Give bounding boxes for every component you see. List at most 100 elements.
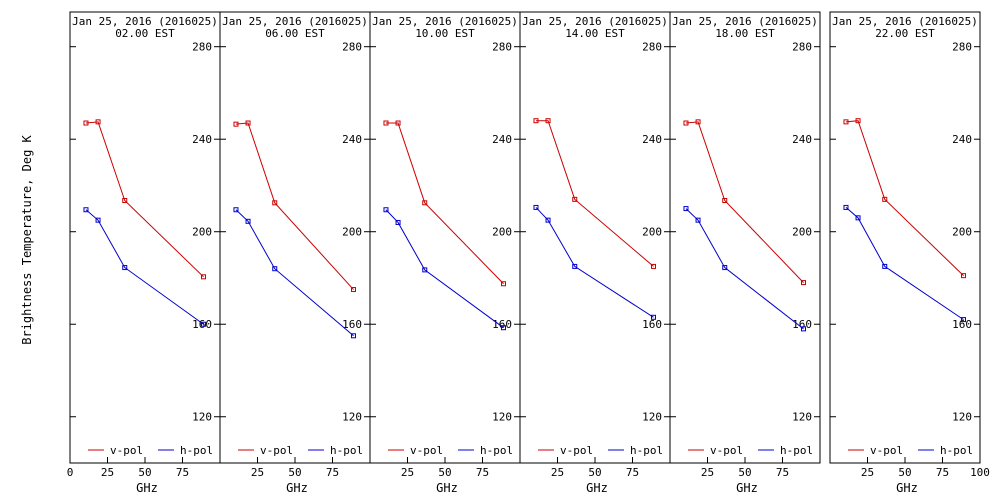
legend-label-v-pol: v-pol [410, 444, 443, 457]
legend-label-h-pol: h-pol [940, 444, 973, 457]
data-point-v-pol [695, 119, 701, 125]
legend-label-h-pol: h-pol [180, 444, 213, 457]
y-tick-label: 120 [492, 411, 512, 424]
data-point-h-pol [245, 218, 251, 224]
y-tick-label: 160 [492, 318, 512, 331]
y-tick-label: 120 [642, 411, 662, 424]
legend-label-v-pol: v-pol [710, 444, 743, 457]
data-point-h-pol [801, 326, 806, 332]
panel-3: Jan 25, 2016 (2016025)10.00 EST 120 160 200… [369, 11, 521, 495]
series-line-v-pol [385, 122, 504, 285]
series-line-v-pol [85, 121, 204, 278]
series-line-v-pol [535, 120, 654, 267]
data-point-v-pol [233, 121, 239, 127]
x-tick-label: 50 [288, 466, 301, 479]
y-tick-label: 280 [192, 41, 212, 54]
data-point-v-pol [882, 196, 888, 202]
data-point-h-pol [501, 325, 506, 331]
data-point-h-pol [351, 333, 356, 339]
y-tick-label: 200 [642, 226, 662, 239]
x-tick-label: 50 [138, 466, 151, 479]
data-point-v-pol [545, 118, 551, 124]
x-axis-label: GHz [436, 481, 458, 495]
data-point-v-pol [683, 120, 689, 126]
series-line-h-pol [385, 209, 504, 329]
y-tick-label: 280 [642, 41, 662, 54]
x-tick-label: 25 [251, 466, 264, 479]
y-tick-label: 160 [642, 318, 662, 331]
x-tick-label: 0 [67, 466, 74, 479]
y-tick-label: 200 [792, 226, 812, 239]
x-tick-label: 25 [401, 466, 414, 479]
panel-subtitle: 10.00 EST [415, 27, 475, 40]
x-tick-label: 75 [176, 466, 189, 479]
x-tick-label: 25 [861, 466, 874, 479]
data-point-v-pol [351, 287, 356, 293]
legend-label-h-pol: h-pol [330, 444, 363, 457]
data-point-h-pol [683, 206, 689, 212]
panel-subtitle: 22.00 EST [875, 27, 935, 40]
data-point-v-pol [651, 263, 656, 269]
y-tick-label: 280 [342, 41, 362, 54]
data-point-h-pol [722, 265, 728, 271]
data-point-h-pol [422, 267, 428, 273]
y-tick-label: 280 [952, 41, 972, 54]
x-axis-label: GHz [736, 481, 758, 495]
y-tick-label: 120 [342, 411, 362, 424]
x-axis-label: GHz [286, 481, 308, 495]
data-point-v-pol [722, 197, 728, 203]
y-tick-label: 240 [192, 133, 212, 146]
data-point-v-pol [855, 118, 861, 124]
panel-subtitle: 06.00 EST [265, 27, 325, 40]
x-tick-label: 50 [738, 466, 751, 479]
y-tick-label: 240 [492, 133, 512, 146]
panel-title: Jan 25, 2016 (2016025) [72, 15, 218, 28]
data-point-v-pol [961, 273, 966, 279]
data-point-v-pol [83, 120, 89, 126]
legend-label-h-pol: h-pol [480, 444, 513, 457]
legend-label-v-pol: v-pol [110, 444, 143, 457]
legend-label-v-pol: v-pol [870, 444, 903, 457]
y-tick-label: 240 [642, 133, 662, 146]
data-point-v-pol [801, 280, 806, 286]
x-tick-label: 25 [701, 466, 714, 479]
x-tick-label: 50 [588, 466, 601, 479]
data-point-h-pol [233, 207, 239, 213]
y-tick-label: 200 [492, 226, 512, 239]
panel-subtitle: 18.00 EST [715, 27, 775, 40]
panel-subtitle: 14.00 EST [565, 27, 625, 40]
series-line-v-pol [235, 122, 354, 290]
panel-6: Jan 25, 2016 (2016025)22.00 EST 120 160 200… [829, 11, 990, 495]
x-tick-label: 50 [438, 466, 451, 479]
data-point-h-pol [855, 215, 861, 221]
data-point-v-pol [422, 200, 428, 206]
panel-title: Jan 25, 2016 (2016025) [372, 15, 518, 28]
panel-title: Jan 25, 2016 (2016025) [222, 15, 368, 28]
series-line-h-pol [85, 209, 204, 325]
data-point-v-pol [533, 118, 539, 124]
x-tick-label: 75 [776, 466, 789, 479]
y-tick-label: 160 [192, 318, 212, 331]
panel-1: Jan 25, 2016 (2016025)02.00 EST 120 160 200… [67, 11, 221, 495]
data-point-v-pol [245, 120, 251, 126]
data-point-v-pol [383, 120, 389, 126]
y-tick-label: 160 [342, 318, 362, 331]
data-point-h-pol [843, 204, 849, 210]
x-axis-label: GHz [896, 481, 918, 495]
panel-5: Jan 25, 2016 (2016025)18.00 EST 120 160 200… [669, 11, 821, 495]
panel-title: Jan 25, 2016 (2016025) [522, 15, 668, 28]
legend-label-h-pol: h-pol [780, 444, 813, 457]
data-point-h-pol [395, 219, 401, 225]
x-tick-label: 75 [936, 466, 949, 479]
x-tick-label: 100 [970, 466, 990, 479]
data-point-v-pol [501, 281, 506, 287]
data-point-h-pol [95, 217, 101, 223]
x-axis-label: GHz [136, 481, 158, 495]
x-axis-label: GHz [586, 481, 608, 495]
data-point-h-pol [882, 263, 888, 269]
x-tick-label: 25 [551, 466, 564, 479]
x-tick-label: 75 [626, 466, 639, 479]
series-line-v-pol [845, 120, 964, 277]
y-tick-label: 240 [792, 133, 812, 146]
